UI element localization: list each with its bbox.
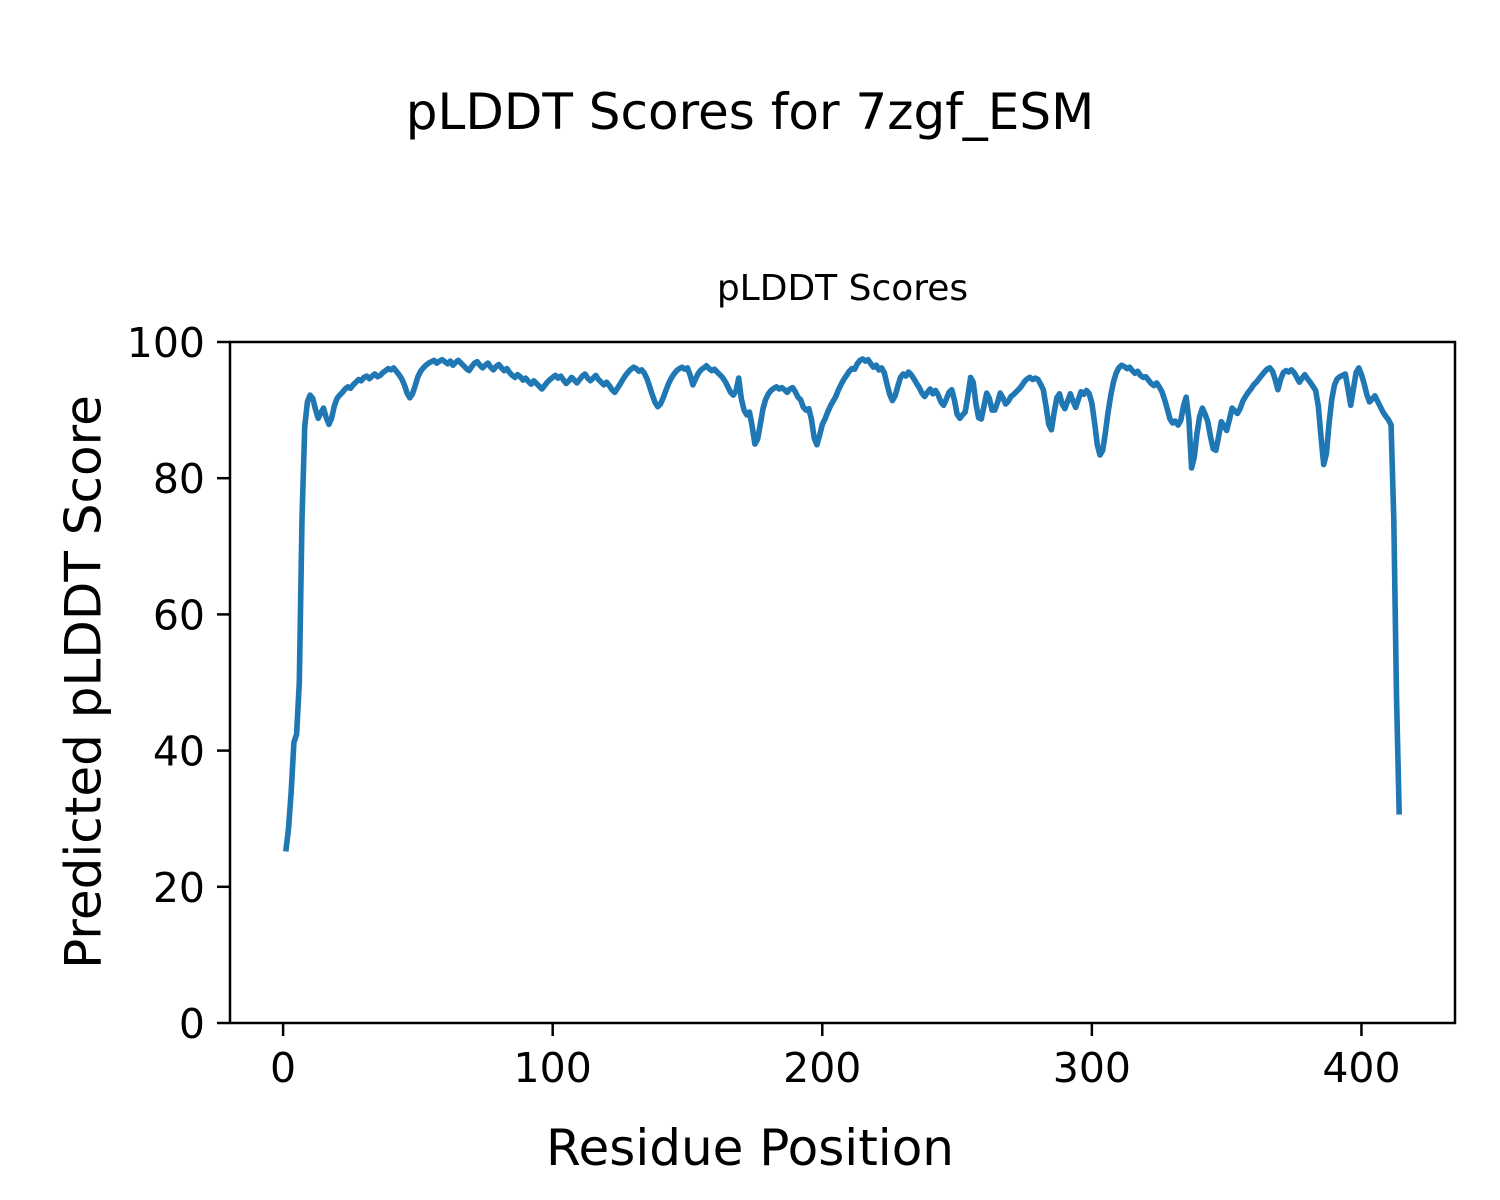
y-tick-label: 40 [153,728,205,776]
figure-title: pLDDT Scores for 7zgf_ESM [405,83,1095,141]
axes-title: pLDDT Scores [716,268,969,309]
plddt-line [283,356,1402,852]
y-tick-label: 100 [127,319,205,367]
x-tick-label: 400 [1322,1044,1400,1092]
axes-frame [228,340,1457,1025]
x-tick-label: 200 [783,1044,861,1092]
y-tick-label: 0 [179,1000,205,1048]
x-tick-label: 0 [270,1044,296,1092]
x-tick-label: 300 [1053,1044,1131,1092]
y-tick-label: 80 [153,455,205,503]
y-tick-label: 20 [153,864,205,912]
x-tick-label: 100 [514,1044,592,1092]
y-tick-label: 60 [153,591,205,639]
x-axis-label: Residue Position [546,1119,954,1177]
